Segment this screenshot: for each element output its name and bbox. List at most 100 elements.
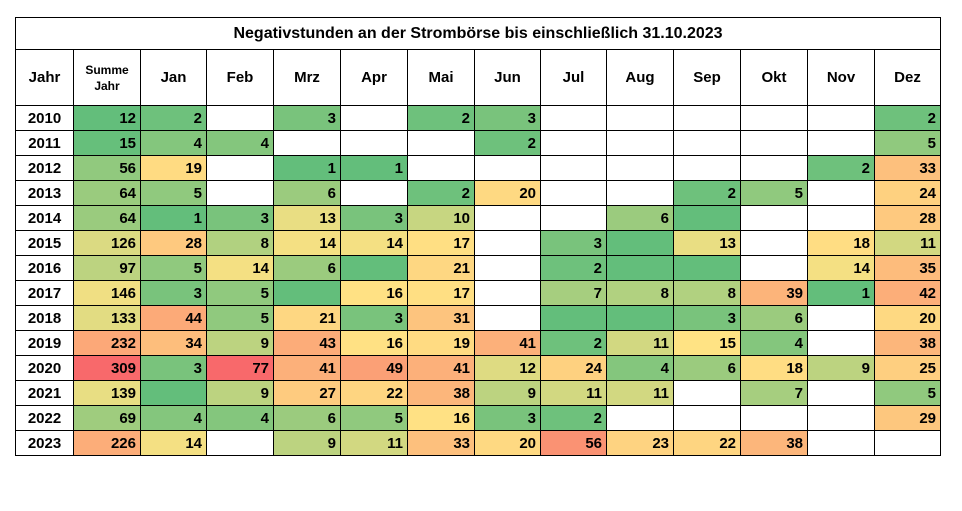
heatmap-cell (673, 405, 741, 431)
heatmap-cell: 49 (340, 355, 408, 381)
heatmap-cell: 9 (807, 355, 875, 381)
heatmap-cell (673, 105, 741, 131)
row-sum-cell: 133 (73, 305, 141, 331)
heatmap-cell: 11 (340, 430, 408, 456)
table-body: 2010 12 2 3 2 3 2 2011 15 4 4 2 5 2012 56 19 1 1 2 33 2013 64… (15, 105, 941, 456)
heatmap-cell (740, 230, 808, 256)
heatmap-cell (273, 130, 341, 156)
heatmap-cell: 1 (807, 280, 875, 306)
row-year-cell: 2010 (15, 105, 74, 131)
heatmap-cell (206, 430, 274, 456)
heatmap-cell (606, 130, 674, 156)
heatmap-cell: 3 (273, 105, 341, 131)
heatmap-cell (140, 380, 207, 406)
table-row: 2023 226 14 9 11 33 20 56 23 22 38 (15, 430, 941, 456)
heatmap-cell: 5 (206, 305, 274, 331)
heatmap-cell: 2 (807, 155, 875, 181)
heatmap-cell (474, 205, 541, 231)
heatmap-cell: 16 (340, 330, 408, 356)
table-row: 2010 12 2 3 2 3 2 (15, 105, 941, 131)
row-year-cell: 2014 (15, 205, 74, 231)
heatmap-cell: 2 (474, 130, 541, 156)
header-month-jun: Jun (474, 49, 541, 106)
heatmap-cell (606, 180, 674, 206)
row-sum-cell: 56 (73, 155, 141, 181)
heatmap-cell: 8 (206, 230, 274, 256)
heatmap-cell: 18 (807, 230, 875, 256)
heatmap-cell (540, 105, 607, 131)
row-sum-cell: 146 (73, 280, 141, 306)
heatmap-cell: 39 (740, 280, 808, 306)
heatmap-cell (807, 380, 875, 406)
heatmap-cell: 9 (273, 430, 341, 456)
heatmap-cell (540, 180, 607, 206)
heatmap-cell: 6 (673, 355, 741, 381)
heatmap-cell (474, 255, 541, 281)
heatmap-cell: 9 (206, 380, 274, 406)
row-sum-cell: 309 (73, 355, 141, 381)
table-row: 2013 64 5 6 2 20 2 5 24 (15, 180, 941, 206)
heatmap-cell (874, 430, 941, 456)
heatmap-cell: 25 (874, 355, 941, 381)
heatmap-cell (740, 105, 808, 131)
heatmap-cell: 5 (874, 130, 941, 156)
heatmap-cell: 4 (206, 130, 274, 156)
heatmap-cell: 14 (807, 255, 875, 281)
heatmap-cell: 21 (273, 305, 341, 331)
heatmap-cell: 27 (273, 380, 341, 406)
heatmap-cell: 21 (407, 255, 475, 281)
row-year-cell: 2021 (15, 380, 74, 406)
heatmap-cell: 14 (340, 230, 408, 256)
heatmap-cell: 56 (540, 430, 607, 456)
row-sum-cell: 12 (73, 105, 141, 131)
heatmap-cell: 28 (874, 205, 941, 231)
heatmap-cell: 2 (540, 255, 607, 281)
negative-hours-table: Negativstunden an der Strombörse bis ein… (15, 17, 941, 456)
heatmap-cell: 2 (407, 180, 475, 206)
heatmap-cell: 14 (140, 430, 207, 456)
heatmap-cell: 2 (407, 105, 475, 131)
row-year-cell: 2020 (15, 355, 74, 381)
heatmap-cell: 6 (606, 205, 674, 231)
heatmap-cell (340, 130, 408, 156)
heatmap-cell: 34 (140, 330, 207, 356)
heatmap-cell: 3 (540, 230, 607, 256)
row-year-cell: 2013 (15, 180, 74, 206)
heatmap-cell (807, 130, 875, 156)
heatmap-cell: 20 (474, 180, 541, 206)
heatmap-cell: 24 (540, 355, 607, 381)
heatmap-cell (206, 180, 274, 206)
header-month-feb: Feb (206, 49, 274, 106)
heatmap-cell: 16 (340, 280, 408, 306)
header-month-apr: Apr (340, 49, 408, 106)
chart-title: Negativstunden an der Strombörse bis ein… (15, 17, 941, 50)
heatmap-cell (606, 105, 674, 131)
heatmap-cell (740, 155, 808, 181)
header-month-jan: Jan (140, 49, 207, 106)
heatmap-cell (474, 305, 541, 331)
heatmap-cell: 18 (740, 355, 808, 381)
heatmap-cell: 5 (340, 405, 408, 431)
heatmap-cell: 38 (407, 380, 475, 406)
heatmap-cell: 17 (407, 230, 475, 256)
heatmap-cell: 22 (673, 430, 741, 456)
heatmap-cell (740, 205, 808, 231)
row-year-cell: 2012 (15, 155, 74, 181)
row-year-cell: 2011 (15, 130, 74, 156)
heatmap-cell (807, 180, 875, 206)
heatmap-cell: 2 (140, 105, 207, 131)
heatmap-cell (206, 105, 274, 131)
row-sum-cell: 139 (73, 380, 141, 406)
header-row: Jahr Summe Jahr Jan Feb Mrz Apr Mai Jun Jul Aug… (15, 49, 941, 106)
table-row: 2016 97 5 14 6 21 2 14 35 (15, 255, 941, 281)
heatmap-cell: 4 (740, 330, 808, 356)
heatmap-cell (807, 330, 875, 356)
heatmap-cell (740, 255, 808, 281)
header-month-nov: Nov (807, 49, 875, 106)
row-year-cell: 2015 (15, 230, 74, 256)
heatmap-cell (540, 205, 607, 231)
heatmap-cell: 43 (273, 330, 341, 356)
heatmap-cell: 7 (540, 280, 607, 306)
heatmap-cell: 8 (606, 280, 674, 306)
table-row: 2012 56 19 1 1 2 33 (15, 155, 941, 181)
